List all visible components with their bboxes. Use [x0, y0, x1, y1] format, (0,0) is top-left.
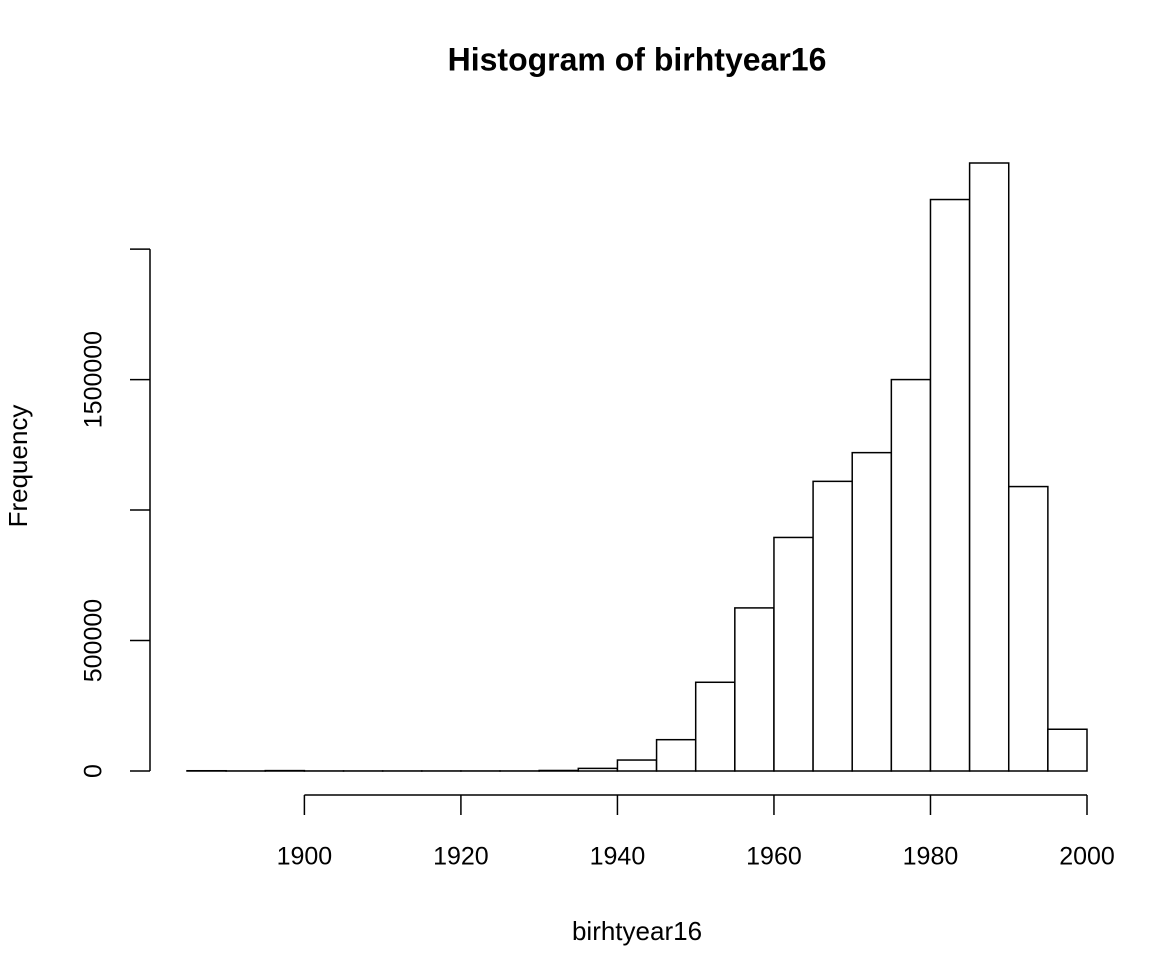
- y-tick-label: 500000: [80, 599, 108, 682]
- bar: [968, 162, 1010, 772]
- bar: [773, 536, 814, 772]
- bar: [1047, 728, 1088, 772]
- bar: [655, 738, 697, 772]
- chart-title: Histogram of birhtyear16: [448, 41, 827, 77]
- bar: [734, 607, 775, 772]
- y-tick-label: 1500000: [80, 331, 108, 428]
- bar: [694, 681, 736, 772]
- x-tick-label: 1900: [277, 843, 333, 871]
- x-tick-label: 1940: [590, 843, 646, 871]
- x-tick-label: 1980: [903, 843, 959, 871]
- bar: [929, 198, 971, 772]
- x-tick-label: 1920: [433, 843, 489, 871]
- bar: [577, 767, 619, 772]
- x-tick-label: 2000: [1059, 843, 1115, 871]
- y-tick-label: 0: [80, 764, 108, 778]
- bar: [890, 378, 932, 772]
- x-tick-label: 1960: [746, 843, 802, 871]
- x-axis-label: birhtyear16: [572, 916, 702, 946]
- y-axis-label: Frequency: [3, 405, 33, 528]
- bar: [538, 769, 580, 772]
- bar: [616, 759, 658, 772]
- bar: [851, 451, 893, 772]
- bar: [812, 480, 853, 772]
- bar: [1007, 485, 1049, 772]
